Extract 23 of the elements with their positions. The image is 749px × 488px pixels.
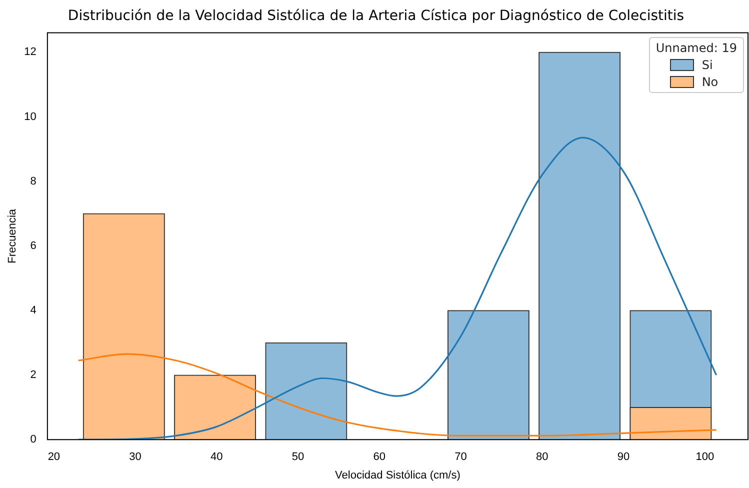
y-tick-label: 10: [24, 110, 36, 123]
chart-title: Distribución de la Velocidad Sistólica de la Arteria Cística por Diagnóstico de Colecistitis: [68, 8, 684, 24]
x-tick-label: 90: [617, 451, 630, 464]
x-tick-label: 40: [210, 451, 223, 464]
y-tick-label: 8: [30, 175, 36, 188]
legend-label: No: [702, 74, 718, 89]
x-axis-title: Velocidad Sistólica (cm/s): [335, 469, 460, 482]
y-tick-label: 6: [30, 240, 36, 252]
legend-label: Si: [702, 58, 713, 72]
x-tick-label: 30: [129, 451, 142, 464]
x-tick-label: 70: [454, 451, 467, 464]
x-tick-label: 100: [696, 451, 714, 464]
line-series: [78, 353, 718, 437]
y-axis-title: Frecuencia: [6, 208, 19, 264]
x-tick-label: 60: [373, 451, 386, 464]
x-tick-label: 20: [48, 451, 60, 464]
y-tick-label: 0: [30, 434, 36, 446]
x-tick-label: 80: [536, 451, 548, 464]
y-tick-label: 2: [30, 369, 36, 382]
x-tick-label: 50: [292, 451, 304, 464]
legend-title: Unnamed: 19: [656, 40, 737, 55]
y-tick-label: 4: [30, 304, 36, 316]
y-tick-label: 12: [24, 46, 36, 58]
